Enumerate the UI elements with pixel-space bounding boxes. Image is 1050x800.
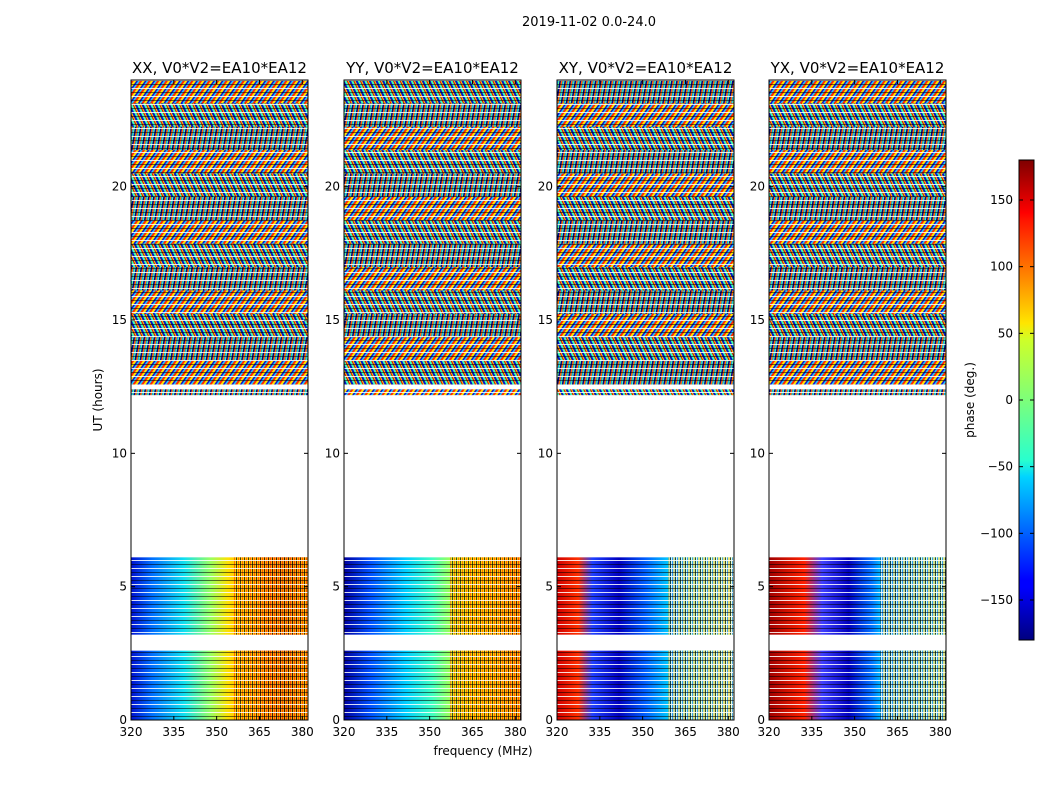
panel-frame	[768, 79, 947, 721]
y-tick-label: 20	[750, 180, 765, 194]
scanline-overlay	[344, 650, 521, 720]
panel-1: YY, V0*V2=EA10*EA12 320 335 350 365 380 0 5 10 15…	[325, 59, 527, 739]
y-tick-label: 15	[112, 313, 127, 327]
scanline-overlay	[769, 557, 946, 635]
y-tick-label: 10	[538, 446, 553, 460]
panel-0: XX, V0*V2=EA10*EA12 320 335 350 365 380 0 5 10 15…	[112, 59, 314, 739]
x-tick-label: 320	[120, 725, 143, 739]
y-axis-label: UT (hours)	[91, 368, 105, 431]
panels-group: XX, V0*V2=EA10*EA12 320 335 350 365 380 0 5 10 15…	[112, 59, 952, 739]
x-tick-label: 320	[758, 725, 781, 739]
y-tick-label: 20	[112, 180, 127, 194]
colorbar-tick-label: −150	[980, 593, 1013, 607]
x-tick-label: 380	[929, 725, 952, 739]
scanline-overlay	[344, 80, 521, 384]
scanline-overlay	[557, 650, 734, 720]
y-tick-label: 20	[325, 180, 340, 194]
y-tick-label: 0	[119, 713, 127, 727]
x-tick-label: 335	[588, 725, 611, 739]
x-tick-label: 335	[162, 725, 185, 739]
x-tick-label: 365	[248, 725, 271, 739]
y-tick-label: 15	[325, 313, 340, 327]
scanline-overlay	[769, 389, 946, 395]
colorbar-tick-label: −100	[980, 526, 1013, 540]
x-tick-label: 380	[717, 725, 740, 739]
colorbar-tick-label: −50	[988, 460, 1013, 474]
panel-2: XY, V0*V2=EA10*EA12 320 335 350 365 380 0 5 10 15…	[538, 59, 740, 739]
colorbar: −150 −100 −50 0 50 100 150 phase (deg.)	[963, 159, 1035, 641]
panel-image	[557, 80, 734, 720]
panel-title: YY, V0*V2=EA10*EA12	[345, 59, 519, 77]
x-tick-label: 350	[843, 725, 866, 739]
colorbar-tick-label: 0	[1005, 393, 1013, 407]
scanline-overlay	[557, 389, 734, 395]
colorbar-tick-label: 50	[998, 326, 1013, 340]
panel-image	[344, 80, 521, 720]
scanline-overlay	[557, 557, 734, 635]
x-tick-label: 350	[418, 725, 441, 739]
y-tick-label: 10	[750, 446, 765, 460]
y-tick-label: 15	[750, 313, 765, 327]
y-tick-label: 10	[325, 446, 340, 460]
y-tick-label: 5	[332, 580, 340, 594]
colorbar-label: phase (deg.)	[963, 362, 977, 438]
scanline-overlay	[131, 80, 308, 384]
colorbar-tick-label: 100	[990, 260, 1013, 274]
scanline-overlay	[769, 80, 946, 384]
x-tick-label: 380	[504, 725, 527, 739]
panel-title: YX, V0*V2=EA10*EA12	[770, 59, 945, 77]
x-tick-label: 320	[333, 725, 356, 739]
panel-title: XX, V0*V2=EA10*EA12	[132, 59, 307, 77]
y-tick-label: 5	[545, 580, 553, 594]
panel-image	[769, 80, 946, 720]
x-tick-label: 320	[546, 725, 569, 739]
x-tick-label: 365	[461, 725, 484, 739]
scanline-overlay	[344, 389, 521, 395]
panel-frame	[343, 79, 522, 721]
x-tick-label: 380	[291, 725, 314, 739]
x-tick-label: 365	[886, 725, 909, 739]
y-tick-label: 10	[112, 446, 127, 460]
panel-image	[131, 80, 308, 720]
x-tick-label: 365	[674, 725, 697, 739]
y-tick-label: 5	[119, 580, 127, 594]
y-tick-label: 20	[538, 180, 553, 194]
x-tick-label: 350	[631, 725, 654, 739]
y-tick-label: 15	[538, 313, 553, 327]
figure-suptitle: 2019-11-02 0.0-24.0	[522, 15, 656, 30]
scanline-overlay	[131, 389, 308, 395]
panel-title: XY, V0*V2=EA10*EA12	[559, 59, 733, 77]
y-tick-label: 0	[332, 713, 340, 727]
panel-3: YX, V0*V2=EA10*EA12 320 335 350 365 380 0 5 10 15…	[750, 59, 952, 739]
panel-frame	[130, 79, 309, 721]
scanline-overlay	[769, 650, 946, 720]
colorbar-ticks: −150 −100 −50 0 50 100 150	[980, 193, 1034, 607]
x-tick-label: 350	[205, 725, 228, 739]
y-tick-label: 0	[757, 713, 765, 727]
scanline-overlay	[344, 557, 521, 635]
scanline-overlay	[131, 557, 308, 635]
x-axis-label: frequency (MHz)	[433, 744, 532, 758]
x-tick-label: 335	[800, 725, 823, 739]
y-tick-label: 5	[757, 580, 765, 594]
x-tick-label: 335	[375, 725, 398, 739]
colorbar-tick-label: 150	[990, 193, 1013, 207]
scanline-overlay	[557, 80, 734, 384]
y-tick-label: 0	[545, 713, 553, 727]
panel-frame	[556, 79, 735, 721]
scanline-overlay	[131, 650, 308, 720]
